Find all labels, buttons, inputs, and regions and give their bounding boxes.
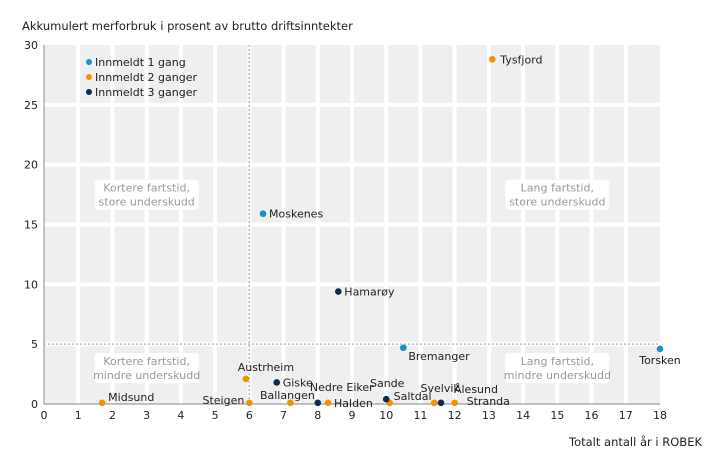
data-point	[489, 56, 496, 63]
legend-marker	[86, 74, 92, 80]
data-point	[98, 399, 106, 407]
data-point	[287, 399, 294, 407]
quadrant-label: Lang fartstid,	[521, 355, 594, 368]
quadrant-label: Kortere fartstid,	[103, 355, 190, 368]
data-point-label: Austrheim	[238, 361, 294, 374]
x-tick-label: 1	[75, 409, 82, 422]
y-tick-label: 0	[31, 398, 38, 411]
y-tick-label: 30	[24, 39, 38, 52]
data-point	[400, 344, 407, 352]
x-axis-title: Totalt antall år i ROBEK	[568, 435, 702, 449]
quadrant-label-box	[94, 179, 199, 210]
data-point	[242, 375, 250, 383]
y-tick-label: 15	[24, 219, 38, 232]
data-point-label: Midsund	[108, 391, 154, 404]
data-point-label: Torsken	[638, 354, 681, 367]
data-point	[382, 395, 390, 403]
legend-label: Innmeldt 1 gang	[95, 56, 186, 69]
x-tick-label: 5	[212, 409, 219, 422]
data-point	[437, 399, 445, 407]
x-tick-label: 2	[109, 409, 116, 422]
data-point-label: Steigen	[202, 394, 244, 407]
x-tick-label: 4	[177, 409, 184, 422]
x-tick-label: 0	[41, 409, 48, 422]
data-point-label: Ballangen	[260, 389, 315, 402]
legend-marker	[86, 89, 92, 95]
x-tick-label: 6	[246, 409, 253, 422]
quadrant-label: store underskudd	[509, 196, 605, 209]
quadrant-label: Lang fartstid,	[521, 182, 594, 195]
data-point	[314, 399, 322, 407]
data-point	[451, 399, 458, 407]
x-tick-label: 18	[653, 409, 667, 422]
x-tick-label: 9	[349, 409, 356, 422]
quadrant-label: store underskudd	[99, 196, 195, 209]
data-point	[259, 210, 267, 218]
data-point-label: Ålesund	[454, 383, 498, 396]
data-point-label: Giske	[283, 376, 313, 389]
quadrant-label: mindre underskudd	[504, 369, 611, 382]
x-tick-label: 17	[619, 409, 633, 422]
data-point	[656, 345, 664, 353]
x-tick-label: 3	[143, 409, 150, 422]
x-tick-label: 14	[516, 409, 530, 422]
data-point	[246, 399, 253, 407]
x-tick-label: 13	[482, 409, 496, 422]
data-point-label: Stranda	[467, 395, 510, 408]
data-point	[324, 399, 332, 407]
data-point-label: Saltdal	[394, 390, 432, 403]
data-point-label: Bremanger	[408, 350, 470, 363]
x-tick-label: 7	[280, 409, 287, 422]
x-tick-label: 12	[448, 409, 462, 422]
data-point-label: Moskenes	[269, 208, 323, 221]
legend-label: Innmeldt 2 ganger	[95, 71, 197, 84]
data-point-label: Tysfjord	[499, 53, 542, 66]
y-tick-label: 25	[24, 99, 38, 112]
quadrant-label-box	[94, 353, 199, 384]
y-tick-label: 10	[24, 278, 38, 291]
quadrant-label-box	[505, 353, 610, 384]
data-point	[335, 288, 342, 295]
data-point-label: Sande	[370, 377, 405, 390]
x-tick-label: 8	[314, 409, 321, 422]
data-point-label: Halden	[334, 397, 373, 410]
x-tick-label: 16	[585, 409, 599, 422]
quadrant-label: mindre underskudd	[93, 369, 200, 382]
quadrant-label-box	[505, 179, 610, 210]
legend-label: Innmeldt 3 ganger	[95, 86, 197, 99]
data-point-label: Hamarøy	[344, 286, 395, 299]
data-point-label: Nedre Eiker	[310, 381, 374, 394]
x-tick-label: 10	[379, 409, 393, 422]
y-axis-title: Akkumulert merforbruk i prosent av brutt…	[22, 19, 353, 33]
x-tick-label: 15	[550, 409, 564, 422]
data-point-label: Svelvik	[421, 382, 461, 395]
y-tick-label: 5	[31, 338, 38, 351]
y-tick-label: 20	[24, 159, 38, 172]
data-point	[273, 379, 281, 386]
data-point	[430, 399, 438, 407]
legend-marker	[86, 59, 92, 65]
x-tick-label: 11	[413, 409, 427, 422]
quadrant-label: Kortere fartstid,	[103, 182, 190, 195]
